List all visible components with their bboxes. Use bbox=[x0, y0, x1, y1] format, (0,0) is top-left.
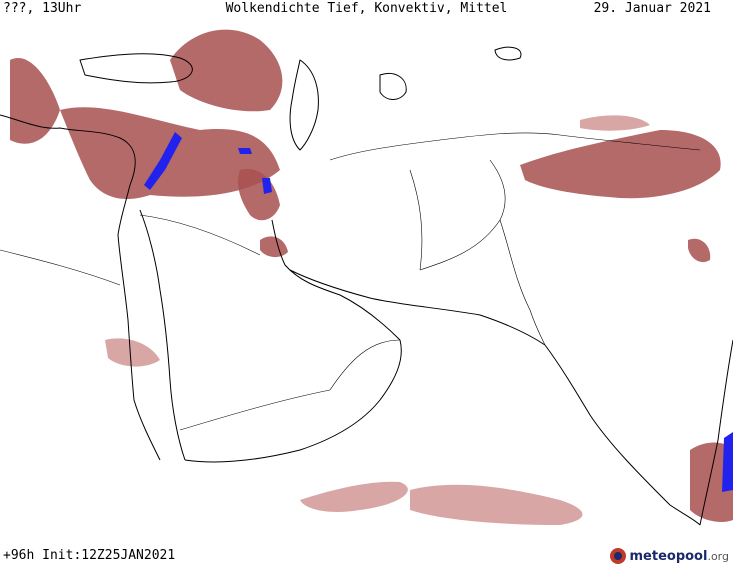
border-saudi-south bbox=[179, 389, 331, 431]
cloud-area-northeast bbox=[580, 115, 650, 131]
logo-name: meteopool bbox=[629, 548, 708, 564]
border-oman bbox=[329, 339, 401, 391]
border-afghanistan-pakistan bbox=[419, 159, 506, 271]
forecast-time-label: ???, 13Uhr bbox=[3, 1, 82, 16]
cloud-area-himalaya bbox=[520, 130, 721, 199]
convective-cell-levant bbox=[144, 132, 182, 190]
coastline-arabia-south bbox=[184, 339, 402, 463]
cloud-area-iraq bbox=[238, 169, 280, 221]
coastline-red-sea-west bbox=[117, 234, 161, 461]
border-pakistan-india bbox=[499, 219, 546, 346]
cloud-area-yemen bbox=[105, 338, 160, 367]
coastline-red-sea-east bbox=[139, 209, 186, 461]
cloud-area-arabian-sea bbox=[300, 481, 408, 512]
cloud-area-east-india bbox=[688, 238, 711, 263]
map-title: Wolkendichte Tief, Konvektiv, Mittel bbox=[225, 1, 508, 16]
coastline-mediterranean bbox=[0, 114, 136, 236]
coastline-persian-gulf bbox=[271, 219, 401, 341]
cloud-area-arabian-sea-east bbox=[410, 484, 583, 525]
convective-cell-syria bbox=[238, 148, 252, 154]
convective-cell-south-india bbox=[722, 432, 733, 492]
coastline-india-east bbox=[699, 339, 733, 526]
forecast-date: 29. Januar 2021 bbox=[593, 1, 711, 16]
coastline-iran-south bbox=[289, 269, 546, 346]
coastline-aral bbox=[379, 73, 407, 100]
coastlines bbox=[0, 46, 733, 526]
cloud-area-south-india bbox=[690, 442, 733, 522]
border-egypt-libya bbox=[0, 249, 121, 286]
coastline-india-west bbox=[544, 344, 701, 526]
cloud-area-mediterranean bbox=[10, 58, 60, 144]
meteopool-logo[interactable]: meteopool .org bbox=[609, 546, 729, 566]
cloud-cover-layer bbox=[10, 29, 733, 525]
coastline-balkhash bbox=[494, 46, 522, 61]
border-saudi-north bbox=[139, 214, 261, 256]
border-iran-afghanistan bbox=[409, 169, 423, 271]
borders bbox=[0, 132, 701, 431]
model-run-label: +96h Init:12Z25JAN2021 bbox=[3, 548, 176, 563]
logo-tld: .org bbox=[707, 549, 729, 563]
border-china bbox=[559, 134, 701, 151]
border-central-asia bbox=[329, 132, 561, 161]
meteopool-logo-icon bbox=[609, 548, 626, 564]
footer-bar: +96h Init:12Z25JAN2021 meteopool .org bbox=[0, 544, 733, 566]
cloud-area-caucasus bbox=[170, 29, 283, 112]
coastline-caspian bbox=[289, 59, 319, 151]
weather-map bbox=[0, 29, 733, 526]
convective-cell-iraq bbox=[262, 178, 272, 194]
cloud-area-kuwait bbox=[260, 236, 288, 258]
header-bar: ???, 13Uhr Wolkendichte Tief, Konvektiv,… bbox=[0, 0, 733, 20]
coastline-black-sea bbox=[79, 53, 193, 84]
convective-layer bbox=[144, 132, 733, 492]
